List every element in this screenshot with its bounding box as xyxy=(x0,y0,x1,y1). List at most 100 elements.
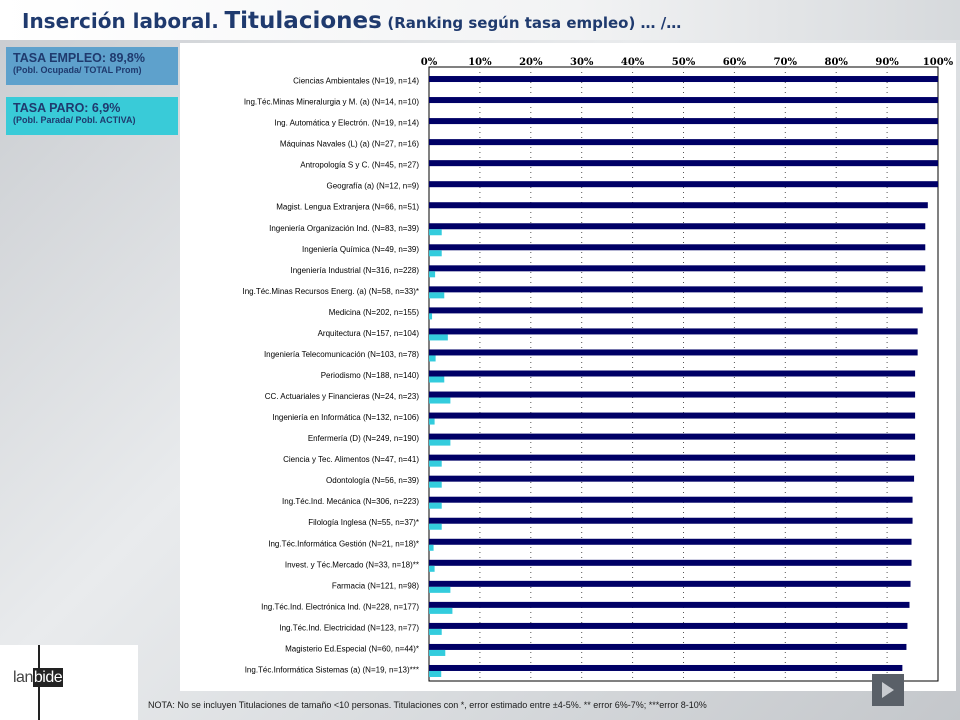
employment-bar xyxy=(429,601,910,608)
employment-bar xyxy=(429,181,938,188)
bar-chart: 0% 10% 20% 30% 40% 50% 60% 70% 80% 90% 100% Ciencia… xyxy=(242,57,954,682)
x-tick-label: 50% xyxy=(672,57,696,68)
employment-bar xyxy=(429,496,913,503)
employment-bar xyxy=(429,328,918,335)
x-tick-label: 0% xyxy=(421,57,438,68)
unemployment-bar xyxy=(429,229,442,236)
footnote: NOTA: No se incluyen Titulaciones de tam… xyxy=(148,700,707,710)
employment-bar xyxy=(429,412,916,419)
category-label: Invest. y Téc.Mercado (N=33, n=18)** xyxy=(285,560,419,569)
employment-bar xyxy=(429,559,912,566)
unemployment-bar xyxy=(429,523,442,530)
logo-lan: lan xyxy=(13,669,33,686)
category-label: Odontología (N=56, n=39) xyxy=(326,476,419,485)
category-label: Magist. Lengua Extranjera (N=66, n=51) xyxy=(276,203,419,212)
unemployment-bar xyxy=(429,502,442,509)
x-tick-label: 80% xyxy=(824,57,848,68)
x-tick-label: 90% xyxy=(875,57,899,68)
employment-bar xyxy=(429,286,923,293)
category-label: Filología Inglesa (N=55, n=37)* xyxy=(308,518,419,527)
category-label: Ing. Automática y Electrón. (N=19, n=14) xyxy=(274,119,419,128)
category-label: Ciencia y Tec. Alimentos (N=47, n=41) xyxy=(283,455,419,464)
employment-bar xyxy=(429,202,928,209)
employment-bar xyxy=(429,265,926,272)
logo-wordmark: lanbide xyxy=(13,668,64,687)
employment-bar xyxy=(429,538,912,545)
unemployment-bar xyxy=(429,439,451,446)
employment-bar xyxy=(429,244,926,251)
slide-title: Inserción laboral. Titulaciones (Ranking… xyxy=(22,8,681,34)
x-tick-label: 30% xyxy=(570,57,594,68)
title-bar: Inserción laboral. Titulaciones (Ranking… xyxy=(0,0,960,40)
unemployment-bar xyxy=(429,376,445,383)
unemployment-bar xyxy=(429,313,433,320)
employment-bar xyxy=(429,664,903,671)
tasa-empleo-box: TASA EMPLEO: 89,8% (Pobl. Ocupada/ TOTAL… xyxy=(6,47,178,85)
category-label: Ingeniería Organización Ind. (N=83, n=39… xyxy=(269,224,419,233)
category-label: Ing.Téc.Informática Sistemas (a) (N=19, … xyxy=(245,665,419,674)
chart-panel: 0% 10% 20% 30% 40% 50% 60% 70% 80% 90% 100% Ciencia… xyxy=(180,43,956,691)
category-label: Medicina (N=202, n=155) xyxy=(329,308,420,317)
unemployment-bar xyxy=(429,628,442,635)
unemployment-bar xyxy=(429,418,435,425)
tasa-paro-value: TASA PARO: 6,9% xyxy=(13,101,121,115)
title-part3: (Ranking según tasa empleo) … /… xyxy=(387,14,682,32)
employment-bar xyxy=(429,580,911,587)
category-label: Ingeniería Telecomunicación (N=103, n=78… xyxy=(264,350,419,359)
category-label: Ciencias Ambientales (N=19, n=14) xyxy=(293,77,419,86)
unemployment-bar xyxy=(429,565,435,572)
category-label: Ing.Téc.Ind. Electrónica Ind. (N=228, n=… xyxy=(261,602,419,611)
category-label: Antropología S y C. (N=45, n=27) xyxy=(300,161,419,170)
category-label: Ingeniería en Informática (N=132, n=106) xyxy=(272,413,419,422)
category-label: Ingeniería Química (N=49, n=39) xyxy=(302,245,419,254)
unemployment-bar xyxy=(429,607,453,614)
category-label: Ing.Téc.Ind. Mecánica (N=306, n=223) xyxy=(282,497,419,506)
category-label: Geografía (a) (N=12, n=9) xyxy=(327,182,420,191)
employment-bar xyxy=(429,454,916,461)
unemployment-bar xyxy=(429,481,442,488)
unemployment-bar xyxy=(429,460,442,467)
unemployment-bar xyxy=(429,670,442,677)
unemployment-bar xyxy=(429,586,451,593)
x-tick-label: 60% xyxy=(723,57,747,68)
unemployment-bar xyxy=(429,292,445,299)
employment-bar xyxy=(429,433,916,440)
category-label: Ing.Téc.Minas Mineralurgia y M. (a) (N=1… xyxy=(244,98,420,107)
category-label: Farmacia (N=121, n=98) xyxy=(332,581,419,590)
x-tick-label: 10% xyxy=(468,57,492,68)
employment-bar xyxy=(429,307,923,314)
unemployment-bar xyxy=(429,271,436,278)
tasa-paro-box: TASA PARO: 6,9% (Pobl. Parada/ Pobl. ACT… xyxy=(6,97,178,135)
category-label: Ing.Téc.Informática Gestión (N=21, n=18)… xyxy=(268,539,419,548)
x-tick-label: 70% xyxy=(774,57,798,68)
unemployment-bar xyxy=(429,544,434,551)
title-part1: Inserción laboral. xyxy=(22,9,219,33)
category-label: Máquinas Navales (L) (a) (N=27, n=16) xyxy=(280,140,420,149)
employment-bar xyxy=(429,160,938,167)
next-arrow-icon xyxy=(872,674,904,706)
employment-bar xyxy=(429,370,916,377)
employment-bar xyxy=(429,517,913,524)
employment-bar xyxy=(429,391,916,398)
employment-bar xyxy=(429,139,938,146)
employment-bar xyxy=(429,475,915,482)
employment-bar xyxy=(429,643,907,650)
category-label: Periodismo (N=188, n=140) xyxy=(321,371,420,380)
employment-bar xyxy=(429,223,926,230)
employment-bar xyxy=(429,76,938,83)
x-tick-label: 100% xyxy=(923,57,954,68)
tasa-empleo-value: TASA EMPLEO: 89,8% xyxy=(13,51,145,65)
tasa-paro-formula: (Pobl. Parada/ Pobl. ACTIVA) xyxy=(13,115,136,125)
category-label: Arquitectura (N=157, n=104) xyxy=(318,329,420,338)
category-label: Ing.Téc.Minas Recursos Energ. (a) (N=58,… xyxy=(242,287,419,296)
employment-bar xyxy=(429,97,938,104)
unemployment-bar xyxy=(429,397,451,404)
category-label: Ingeniería Industrial (N=316, n=228) xyxy=(290,266,419,275)
logo-bide: bide xyxy=(32,668,64,687)
lanbide-logo: lanbide xyxy=(0,645,138,720)
x-tick-label: 20% xyxy=(519,57,543,68)
employment-bar xyxy=(429,622,908,629)
employment-bar xyxy=(429,349,918,356)
category-label: Magisterio Ed.Especial (N=60, n=44)* xyxy=(285,644,419,653)
employment-bar xyxy=(429,118,938,125)
